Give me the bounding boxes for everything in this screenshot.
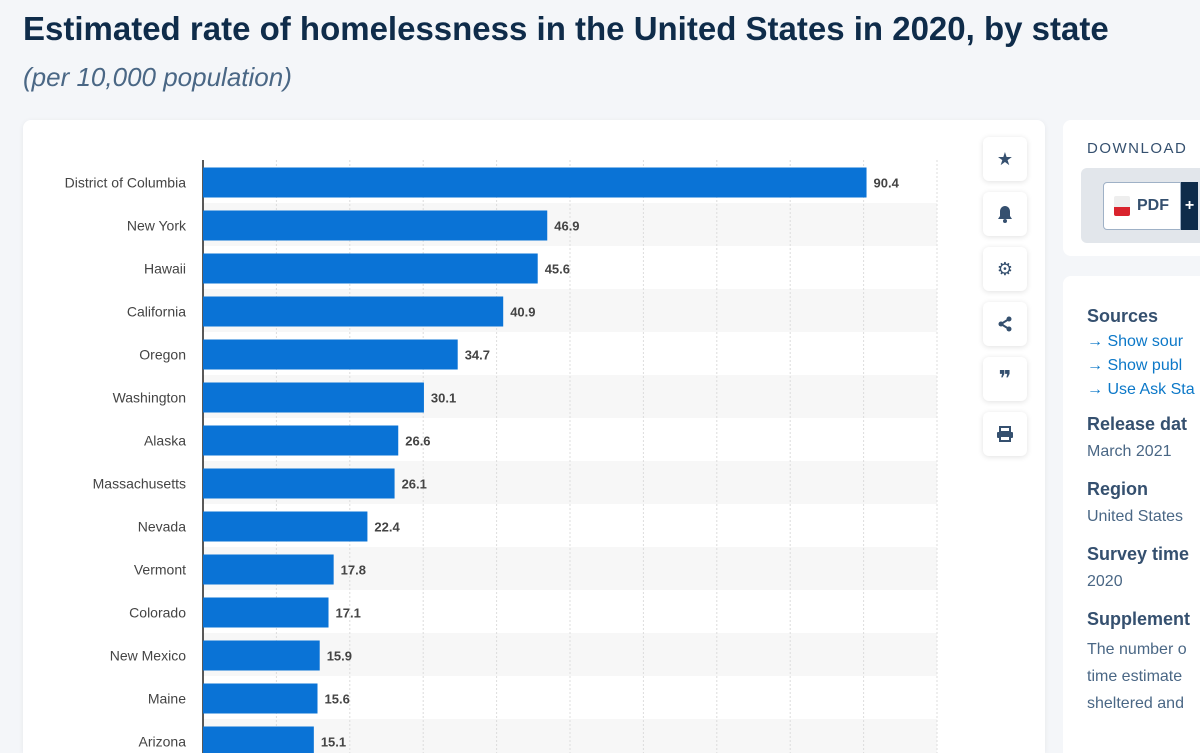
gear-icon[interactable]: ⚙ [983, 247, 1027, 291]
survey-title: Survey time [1087, 544, 1190, 564]
bar [203, 210, 548, 241]
data-label: 26.6 [405, 434, 430, 449]
bar [203, 339, 458, 370]
download-title: DOWNLOAD [1087, 140, 1188, 157]
category-label: Arizona [139, 734, 187, 750]
data-label: 34.7 [465, 348, 490, 363]
category-label: District of Columbia [65, 175, 187, 191]
bar [203, 683, 318, 714]
page-title: Estimated rate of homelessness in the Un… [23, 10, 1109, 47]
download-panel: DOWNLOAD PDF + [1063, 120, 1200, 256]
bar [203, 726, 314, 753]
data-label: 45.6 [545, 262, 570, 277]
data-label: 17.1 [336, 606, 361, 621]
survey-value: 2020 [1087, 573, 1123, 590]
data-label: 40.9 [510, 305, 535, 320]
data-label: 46.9 [554, 219, 579, 234]
link-text: Show sour [1107, 333, 1184, 350]
data-label: 30.1 [431, 391, 456, 406]
page-subtitle: (per 10,000 population) [23, 62, 292, 92]
ask-statista-link[interactable]: → Use Ask Sta [1087, 381, 1195, 398]
star-icon[interactable]: ★ [983, 137, 1027, 181]
print-icon[interactable] [983, 412, 1027, 456]
link-text: Use Ask Sta [1107, 381, 1195, 398]
category-label: Vermont [134, 562, 186, 578]
supplementary-title: Supplement [1087, 609, 1191, 629]
category-label: New Mexico [110, 648, 186, 664]
data-label: 15.6 [325, 692, 350, 707]
category-label: Colorado [129, 605, 186, 621]
download-box: PDF + [1081, 168, 1200, 243]
bar [203, 511, 368, 542]
supplementary-line: sheltered and [1087, 695, 1184, 712]
category-label: Massachusetts [93, 476, 186, 492]
release-title: Release dat [1087, 414, 1188, 434]
bar [203, 167, 867, 198]
bar-chart: District of Columbia 90.4 New York 46.9 Hawa… [65, 160, 938, 753]
sources-title: Sources [1087, 306, 1159, 326]
category-label: New York [127, 218, 187, 234]
pdf-label: PDF [1137, 197, 1169, 214]
chart-card: District of Columbia 90.4 New York 46.9 Hawa… [23, 120, 1045, 753]
quote-icon[interactable]: ❞ [983, 357, 1027, 401]
bar [203, 296, 504, 327]
bar [203, 425, 399, 456]
bar [203, 382, 424, 413]
category-label: Nevada [138, 519, 186, 535]
link-text: Show publ [1107, 357, 1183, 374]
share-icon[interactable] [983, 302, 1027, 346]
bar [203, 554, 334, 585]
data-label: 15.9 [327, 649, 352, 664]
data-label: 15.1 [321, 735, 346, 750]
chart-toolbar: ★ ⚙ ❞ [983, 137, 1027, 467]
category-label: California [127, 304, 186, 320]
pdf-plus-button[interactable]: + [1181, 182, 1198, 230]
category-label: Alaska [144, 433, 186, 449]
bell-icon[interactable] [983, 192, 1027, 236]
category-label: Washington [113, 390, 186, 406]
show-source-link[interactable]: → Show sour [1087, 333, 1184, 350]
bar [203, 253, 538, 284]
data-label: 17.8 [341, 563, 366, 578]
category-label: Oregon [139, 347, 186, 363]
data-label: 90.4 [874, 176, 900, 191]
category-label: Hawaii [144, 261, 186, 277]
info-panel: Sources → Show sour → Show publ → Use As… [1063, 276, 1200, 753]
bar [203, 468, 395, 499]
region-title: Region [1087, 479, 1148, 499]
bar [203, 597, 329, 628]
pdf-icon [1114, 196, 1130, 216]
supplementary-line: The number o [1087, 641, 1187, 658]
category-label: Maine [148, 691, 186, 707]
supplementary-line: time estimate [1087, 668, 1183, 685]
data-label: 26.1 [402, 477, 427, 492]
release-value: March 2021 [1087, 443, 1172, 460]
data-label: 22.4 [374, 520, 400, 535]
show-publisher-link[interactable]: → Show publ [1087, 357, 1183, 374]
pdf-button[interactable]: PDF [1103, 182, 1181, 230]
region-value: United States [1087, 508, 1184, 525]
bar [203, 640, 320, 671]
